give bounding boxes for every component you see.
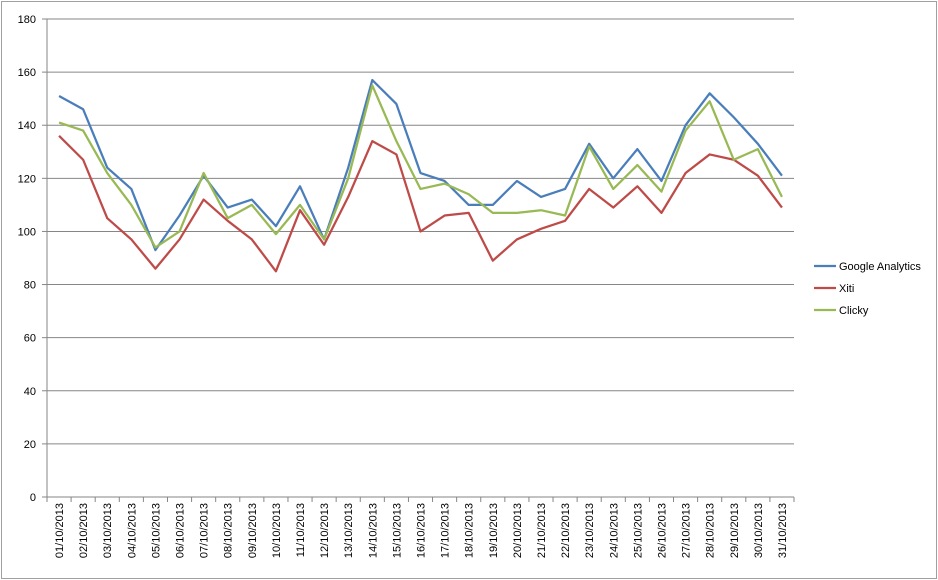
x-tick-label: 10/10/2013 xyxy=(271,503,283,558)
x-tick-label: 16/10/2013 xyxy=(416,503,428,558)
series-line xyxy=(58,84,783,249)
x-tick-label: 08/10/2013 xyxy=(223,503,235,558)
x-tick-label: 15/10/2013 xyxy=(391,503,403,558)
x-tick-label: 02/10/2013 xyxy=(78,503,90,558)
x-tick-label: 13/10/2013 xyxy=(343,503,355,558)
x-tick-label: 25/10/2013 xyxy=(632,503,644,558)
x-tick-label: 31/10/2013 xyxy=(777,503,789,558)
x-tick-label: 09/10/2013 xyxy=(247,503,259,558)
x-tick-label: 27/10/2013 xyxy=(681,503,693,558)
y-tick-label: 100 xyxy=(18,226,36,238)
x-tick-label: 20/10/2013 xyxy=(512,503,524,558)
y-tick-label: 60 xyxy=(24,333,36,345)
x-tick-label: 18/10/2013 xyxy=(464,503,476,558)
x-tick-label: 29/10/2013 xyxy=(729,503,741,558)
legend-label: Clicky xyxy=(839,305,869,317)
x-tick-label: 17/10/2013 xyxy=(440,503,452,558)
x-tick-label: 21/10/2013 xyxy=(536,503,548,558)
x-tick-label: 12/10/2013 xyxy=(319,503,331,558)
y-tick-label: 180 xyxy=(18,14,36,26)
y-tick-label: 160 xyxy=(18,67,36,79)
x-tick-label: 06/10/2013 xyxy=(175,503,187,558)
x-tick-label: 07/10/2013 xyxy=(199,503,211,558)
x-tick-label: 26/10/2013 xyxy=(656,503,668,558)
y-tick-label: 20 xyxy=(24,439,36,451)
x-tick-label: 11/10/2013 xyxy=(295,503,307,557)
x-tick-label: 03/10/2013 xyxy=(102,503,114,558)
y-tick-label: 40 xyxy=(24,386,36,398)
x-tick-label: 19/10/2013 xyxy=(488,503,500,558)
x-tick-label: 04/10/2013 xyxy=(126,503,138,558)
x-tick-label: 24/10/2013 xyxy=(608,503,620,558)
y-tick-label: 140 xyxy=(18,120,36,132)
x-tick-label: 14/10/2013 xyxy=(367,503,379,558)
series-line xyxy=(58,135,783,273)
legend-label: Google Analytics xyxy=(839,261,921,273)
y-tick-label: 0 xyxy=(30,492,36,504)
y-tick-label: 80 xyxy=(24,280,36,292)
x-tick-label: 01/10/2013 xyxy=(54,503,66,558)
x-tick-label: 23/10/2013 xyxy=(584,503,596,558)
x-tick-label: 05/10/2013 xyxy=(150,503,162,558)
series-line xyxy=(58,78,783,252)
x-tick-label: 22/10/2013 xyxy=(560,503,572,558)
legend-label: Xiti xyxy=(839,283,854,295)
y-tick-label: 120 xyxy=(18,173,36,185)
x-tick-label: 28/10/2013 xyxy=(705,503,717,558)
x-tick-label: 30/10/2013 xyxy=(753,503,765,558)
